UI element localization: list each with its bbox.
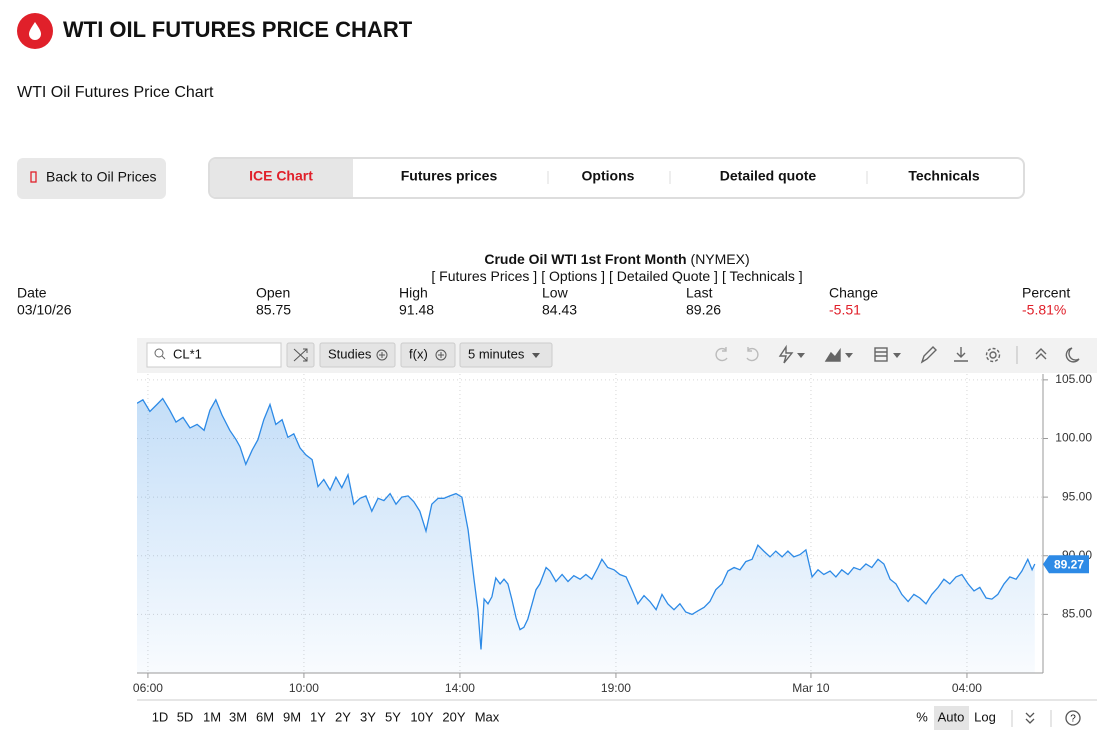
y-tick-label: 85.00 (1062, 607, 1092, 621)
plus-icon (438, 352, 444, 358)
page-subtitle: WTI Oil Futures Price Chart (17, 84, 214, 101)
quote-value: 84.43 (542, 302, 577, 318)
tab-label[interactable]: Technicals (908, 168, 980, 184)
interval-button[interactable] (459, 342, 553, 368)
studies-label[interactable]: Studies (328, 346, 372, 361)
range-button[interactable]: 20Y (442, 709, 465, 724)
quote-column-header: Change (829, 285, 878, 301)
tab-bar (208, 157, 1025, 199)
quote-title: Crude Oil WTI 1st Front Month (484, 251, 686, 267)
symbol-text[interactable]: CL*1 (173, 346, 202, 361)
plus-icon (435, 349, 447, 361)
collapse-icon[interactable] (1025, 712, 1035, 724)
compare-icon (293, 348, 308, 362)
help-glyph: ? (1070, 714, 1076, 725)
quote-link[interactable]: [ Options ] (541, 268, 605, 284)
range-button[interactable]: 3M (229, 709, 247, 724)
y-tick-label: 95.00 (1062, 489, 1092, 503)
symbol-search[interactable] (146, 342, 282, 368)
range-button[interactable]: Max (475, 709, 500, 724)
dropdown-icon (532, 353, 540, 358)
quote-value: -5.51 (829, 302, 861, 318)
interval-label[interactable]: 5 minutes (468, 346, 525, 361)
drop-icon (29, 22, 41, 40)
x-tick-label: 10:00 (289, 681, 319, 695)
fx-label[interactable]: f(x) (409, 346, 428, 361)
auto-highlight (934, 706, 969, 730)
back-icon (30, 171, 37, 183)
range-button[interactable]: 5D (177, 709, 194, 724)
help-icon[interactable] (1065, 710, 1081, 726)
fx-button[interactable] (400, 342, 456, 368)
price-line (137, 397, 1036, 650)
quote-value: 89.26 (686, 302, 721, 318)
active-tab[interactable] (210, 159, 353, 197)
range-button[interactable]: 2Y (335, 709, 351, 724)
quote-heading: Crude Oil WTI 1st Front Month (NYMEX) (484, 251, 749, 267)
tab-label[interactable]: ICE Chart (249, 168, 313, 184)
plot-area (137, 397, 1036, 673)
quote-value: 91.48 (399, 302, 434, 318)
quote-column-header: High (399, 285, 428, 301)
range-button[interactable]: 1M (203, 709, 221, 724)
range-button[interactable]: 1D (152, 709, 169, 724)
range-button[interactable]: 5Y (385, 709, 401, 724)
quote-link[interactable]: [ Detailed Quote ] (609, 268, 718, 284)
page-title: WTI OIL FUTURES PRICE CHART (63, 17, 413, 42)
last-price-label: 89.27 (1054, 557, 1084, 571)
back-button[interactable] (17, 158, 166, 199)
quote-column-header: Open (256, 285, 290, 301)
quote-links: [ Futures Prices ][ Options ][ Detailed … (431, 268, 802, 284)
range-button[interactable]: 9M (283, 709, 301, 724)
last-price-tag (1043, 555, 1089, 574)
range-button[interactable]: 3Y (360, 709, 376, 724)
x-tick-label: 04:00 (952, 681, 982, 695)
quote-value: 03/10/26 (17, 302, 72, 318)
search-icon (161, 355, 166, 360)
quote-value: -5.81% (1022, 302, 1066, 318)
y-tick-label: 105.00 (1055, 372, 1092, 386)
tab-label[interactable]: Futures prices (401, 168, 498, 184)
plus-icon (376, 349, 388, 361)
quote-value: 85.75 (256, 302, 291, 318)
range-button[interactable]: 10Y (410, 709, 433, 724)
quote-exchange: (NYMEX) (691, 251, 750, 267)
tab-label[interactable]: Detailed quote (720, 168, 817, 184)
quote-link[interactable]: [ Technicals ] (722, 268, 803, 284)
back-button-label[interactable]: Back to Oil Prices (46, 169, 156, 185)
range-button[interactable]: 6M (256, 709, 274, 724)
scale-option[interactable]: Auto (938, 709, 965, 724)
quote-column-header: Low (542, 285, 569, 301)
x-tick-label: 06:00 (133, 681, 163, 695)
scale-option[interactable]: Log (974, 709, 996, 724)
range-button[interactable]: 1Y (310, 709, 326, 724)
plus-icon (379, 352, 385, 358)
toolbar-icons[interactable] (715, 344, 1080, 364)
quote-column-header: Date (17, 285, 47, 301)
x-tick-label: 14:00 (445, 681, 475, 695)
search-icon (154, 348, 164, 358)
quote-column-header: Last (686, 285, 713, 301)
scale-option[interactable]: % (916, 709, 928, 724)
y-tick-label: 100.00 (1055, 431, 1092, 445)
quote-link[interactable]: [ Futures Prices ] (431, 268, 537, 284)
tab-label[interactable]: Options (582, 168, 635, 184)
price-area (137, 398, 1035, 673)
x-tick-label: Mar 10 (792, 681, 830, 695)
quote-column-header: Percent (1022, 285, 1070, 301)
studies-button[interactable] (319, 342, 396, 368)
x-tick-label: 19:00 (601, 681, 631, 695)
